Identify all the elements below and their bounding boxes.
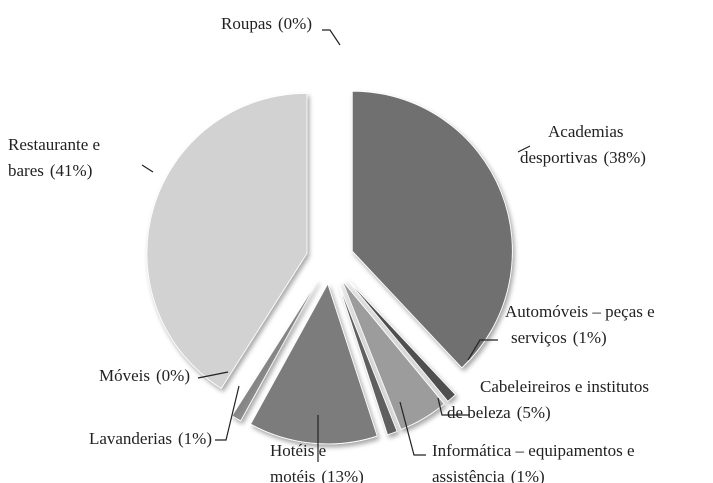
category-label: desportivas xyxy=(520,148,597,167)
pie-slice xyxy=(341,280,445,430)
leader-line xyxy=(517,145,531,153)
labels: Roupas (0%) Academias desportivas (38%) Autom… xyxy=(8,14,655,483)
value-label: (5%) xyxy=(517,403,551,422)
slice-label: Automóveis – peças e xyxy=(505,302,655,321)
pie-slice xyxy=(146,92,308,389)
leader-line xyxy=(322,29,341,46)
slice-label: de beleza (5%) xyxy=(447,403,551,422)
slice-label: bares (41%) xyxy=(8,161,92,180)
pie-slice xyxy=(337,282,398,436)
slice-label: Restaurante e xyxy=(8,135,100,154)
category-label: motéis xyxy=(270,467,315,483)
value-label: (13%) xyxy=(321,467,363,483)
category-label: de beleza xyxy=(447,403,511,422)
category-label: Cabeleireiros e institutos xyxy=(480,377,649,396)
leader-line xyxy=(467,339,498,361)
category-label: Academias xyxy=(548,122,624,141)
slice-label: Cabeleireiros e institutos xyxy=(480,377,649,396)
value-label: (41%) xyxy=(50,161,92,180)
category-label: Móveis xyxy=(99,366,150,385)
category-label: Automóveis – peças e xyxy=(505,302,655,321)
slice-label: assistência (1%) xyxy=(432,467,545,483)
category-label: Restaurante e xyxy=(8,135,100,154)
slice-label: Hotéis e xyxy=(270,441,326,460)
value-label: (0%) xyxy=(278,14,312,33)
slice-label: motéis (13%) xyxy=(270,467,364,483)
value-label: (0%) xyxy=(156,366,190,385)
category-label: serviços xyxy=(511,328,567,347)
leader-line xyxy=(197,371,229,379)
pie-slice xyxy=(345,277,456,402)
leader-line xyxy=(215,385,240,441)
slice-label: desportivas (38%) xyxy=(520,148,646,167)
pie-slice xyxy=(250,282,378,445)
value-label: (1%) xyxy=(178,429,212,448)
value-label: (38%) xyxy=(603,148,645,167)
value-label: (1%) xyxy=(511,467,545,483)
slice-label: Roupas (0%) xyxy=(221,14,312,33)
category-label: assistência xyxy=(432,467,505,483)
slice-label: Lavanderias (1%) xyxy=(89,429,212,448)
category-label: Roupas xyxy=(221,14,272,33)
pie xyxy=(146,76,513,445)
category-label: bares xyxy=(8,161,44,180)
category-label: Lavanderias xyxy=(89,429,172,448)
slice-label: Móveis (0%) xyxy=(99,366,190,385)
value-label: (1%) xyxy=(573,328,607,347)
slice-label: serviços (1%) xyxy=(511,328,607,347)
leader-line xyxy=(399,401,426,456)
leader-line xyxy=(437,397,470,416)
category-label: Hotéis e xyxy=(270,441,326,460)
slice-label: Informática – equipamentos e xyxy=(432,441,635,460)
pie-slice xyxy=(351,90,513,369)
leader-line xyxy=(141,164,154,173)
slice-label: Academias xyxy=(548,122,624,141)
category-label: Informática – equipamentos e xyxy=(432,441,635,460)
